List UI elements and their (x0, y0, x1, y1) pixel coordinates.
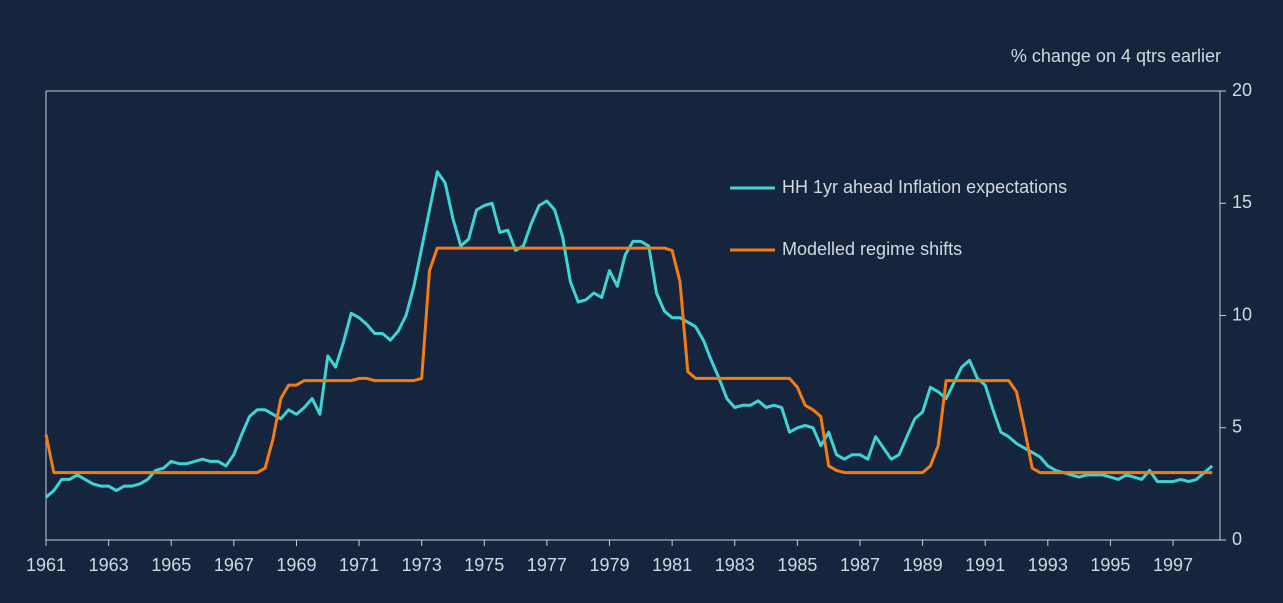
x-tick-label: 1965 (151, 555, 191, 575)
y-tick-label: 5 (1232, 417, 1242, 437)
x-tick-label: 1981 (652, 555, 692, 575)
x-tick-label: 1983 (715, 555, 755, 575)
x-tick-label: 1971 (339, 555, 379, 575)
y-tick-label: 0 (1232, 529, 1242, 549)
x-tick-label: 1993 (1028, 555, 1068, 575)
x-tick-label: 1987 (840, 555, 880, 575)
x-tick-label: 1967 (214, 555, 254, 575)
x-tick-label: 1973 (402, 555, 442, 575)
x-tick-label: 1997 (1153, 555, 1193, 575)
x-tick-label: 1985 (777, 555, 817, 575)
x-tick-label: 1977 (527, 555, 567, 575)
x-tick-label: 1995 (1090, 555, 1130, 575)
axis-label: % change on 4 qtrs earlier (1011, 46, 1221, 66)
x-tick-label: 1989 (903, 555, 943, 575)
x-tick-label: 1975 (464, 555, 504, 575)
y-tick-label: 15 (1232, 192, 1252, 212)
y-tick-label: 10 (1232, 304, 1252, 324)
y-tick-label: 20 (1232, 80, 1252, 100)
legend-label: Modelled regime shifts (782, 239, 962, 259)
x-tick-label: 1991 (965, 555, 1005, 575)
x-tick-label: 1979 (589, 555, 629, 575)
line (44, 246, 1213, 475)
x-tick-label: 1963 (89, 555, 129, 575)
x-tick-label: 1969 (276, 555, 316, 575)
legend-label: HH 1yr ahead Inflation expectations (782, 177, 1067, 197)
x-tick-label: 1961 (26, 555, 66, 575)
